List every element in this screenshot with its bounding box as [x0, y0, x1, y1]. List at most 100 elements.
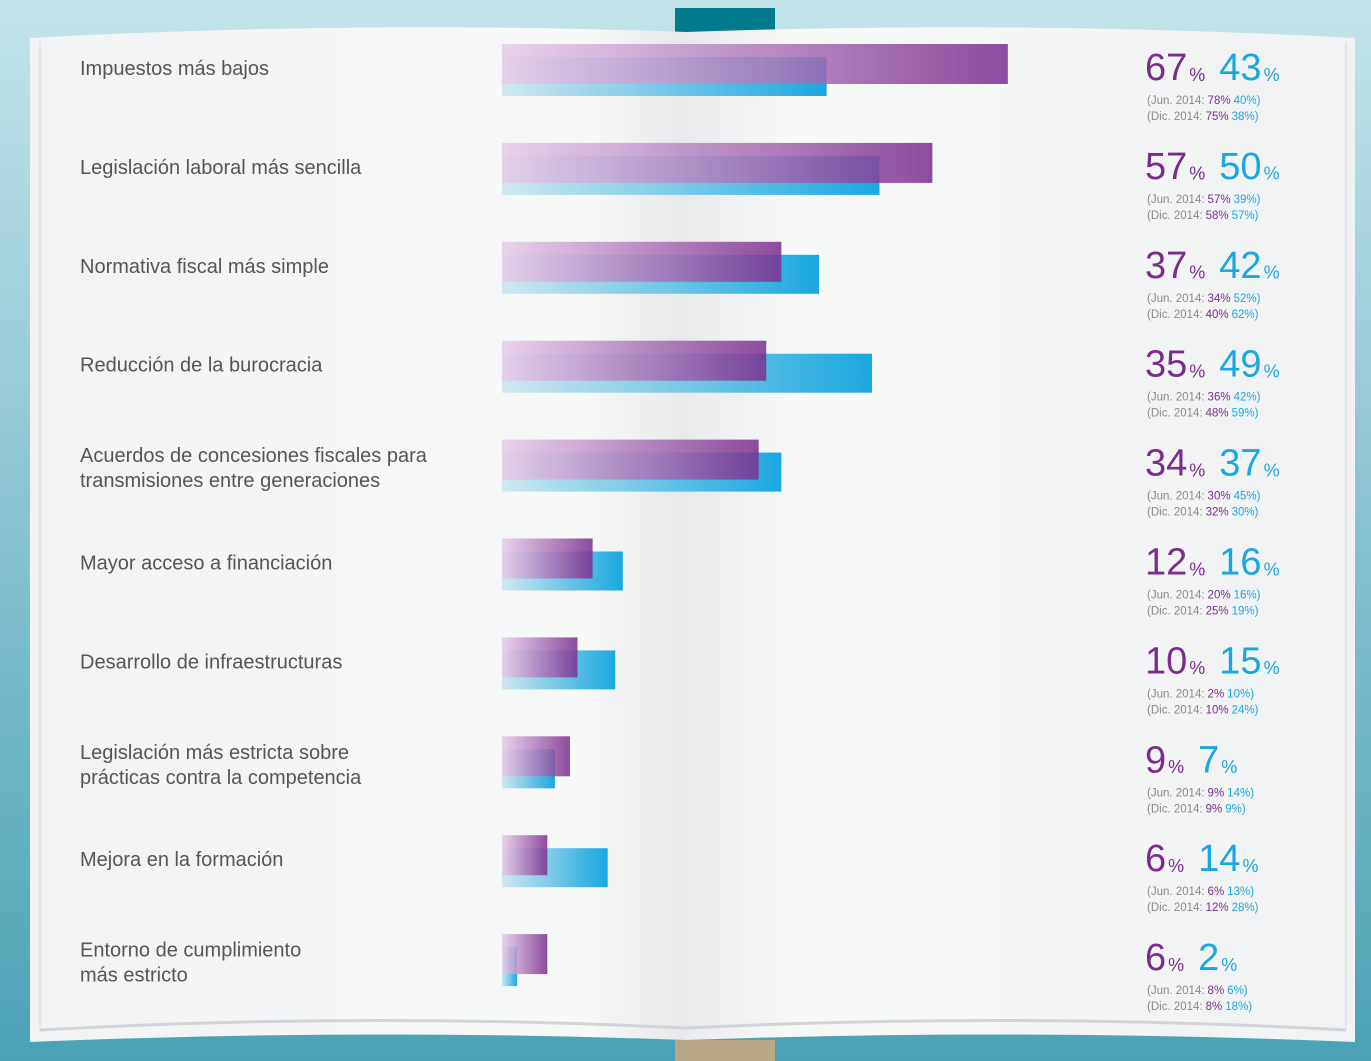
previous-value: 38% — [1232, 111, 1255, 123]
value-unit: % — [1221, 955, 1237, 975]
value-label: 50 — [1219, 146, 1261, 188]
previous-label: (Jun. 2014: — [1147, 95, 1205, 107]
bar — [502, 835, 548, 876]
previous-closing: ) — [1255, 902, 1259, 914]
value-label: 42 — [1219, 245, 1261, 287]
previous-value: 28% — [1232, 902, 1255, 914]
previous-closing: ) — [1257, 590, 1261, 602]
value-label: 12 — [1145, 542, 1187, 584]
value-label: 16 — [1219, 542, 1261, 584]
value-unit: % — [1168, 856, 1184, 876]
previous-value: 42% — [1234, 392, 1257, 404]
value-label: 35 — [1145, 344, 1187, 386]
previous-value: 34% — [1208, 293, 1231, 305]
previous-value: 58% — [1206, 210, 1229, 222]
previous-label: (Jun. 2014: — [1147, 491, 1205, 503]
category-label: Normativa fiscal más simple — [80, 256, 329, 278]
previous-closing: ) — [1250, 886, 1254, 898]
previous-closing: ) — [1255, 606, 1259, 618]
value-unit: % — [1189, 658, 1205, 678]
previous-value: 30% — [1208, 491, 1231, 503]
previous-closing: ) — [1255, 111, 1259, 123]
value-unit: % — [1264, 658, 1280, 678]
previous-closing: ) — [1255, 507, 1259, 519]
previous-closing: ) — [1255, 408, 1259, 420]
page-bottom — [39, 1018, 1347, 1032]
value-unit: % — [1242, 856, 1258, 876]
value-unit: % — [1264, 559, 1280, 579]
category-label: Impuestos más bajos — [80, 58, 269, 80]
previous-label: (Jun. 2014: — [1147, 787, 1205, 799]
value-label: 6 — [1145, 838, 1166, 880]
previous-value: 40% — [1206, 309, 1229, 321]
previous-label: (Dic. 2014: — [1147, 803, 1203, 815]
value-unit: % — [1168, 757, 1184, 777]
value-label: 34 — [1145, 443, 1187, 485]
previous-value: 9% — [1208, 787, 1225, 799]
previous-value: 8% — [1208, 985, 1225, 997]
value-unit: % — [1189, 263, 1205, 283]
value-label: 9 — [1145, 739, 1166, 781]
bar — [502, 44, 1008, 84]
previous-value: 19% — [1232, 606, 1255, 618]
previous-closing: ) — [1255, 309, 1259, 321]
previous-label: (Jun. 2014: — [1147, 293, 1205, 305]
value-unit: % — [1264, 164, 1280, 184]
value-label: 49 — [1219, 344, 1261, 386]
previous-closing: ) — [1257, 293, 1261, 305]
previous-value: 16% — [1234, 590, 1257, 602]
previous-closing: ) — [1255, 704, 1259, 716]
bar — [502, 538, 593, 579]
category-label: Entorno de cumplimiento más estricto — [80, 940, 301, 987]
category-label: Reducción de la burocracia — [80, 355, 323, 377]
previous-label: (Dic. 2014: — [1147, 111, 1203, 123]
previous-closing: ) — [1250, 688, 1254, 700]
value-unit: % — [1189, 559, 1205, 579]
previous-closing: ) — [1257, 392, 1261, 404]
bar — [502, 340, 767, 381]
previous-closing: ) — [1244, 985, 1248, 997]
previous-value: 40% — [1234, 95, 1257, 107]
value-label: 43 — [1219, 47, 1261, 89]
value-unit: % — [1189, 65, 1205, 85]
value-unit: % — [1189, 460, 1205, 480]
previous-label: (Dic. 2014: — [1147, 309, 1203, 321]
value-unit: % — [1168, 955, 1184, 975]
previous-closing: ) — [1255, 210, 1259, 222]
value-label: 14 — [1198, 838, 1240, 880]
value-unit: % — [1189, 361, 1205, 381]
previous-value: 75% — [1206, 111, 1229, 123]
bar — [502, 142, 933, 183]
previous-value: 8% — [1206, 1001, 1223, 1013]
previous-value: 14% — [1227, 787, 1250, 799]
bar — [502, 439, 759, 480]
previous-value: 12% — [1206, 902, 1229, 914]
value-label: 7 — [1198, 739, 1219, 781]
previous-value: 6% — [1227, 985, 1244, 997]
bar — [502, 637, 578, 678]
value-unit: % — [1221, 757, 1237, 777]
previous-label: (Dic. 2014: — [1147, 408, 1203, 420]
value-unit: % — [1264, 460, 1280, 480]
previous-value: 57% — [1232, 210, 1255, 222]
previous-value: 24% — [1232, 704, 1255, 716]
previous-closing: ) — [1242, 803, 1246, 815]
previous-value: 62% — [1232, 309, 1255, 321]
value-unit: % — [1189, 164, 1205, 184]
bar — [502, 736, 570, 777]
previous-closing: ) — [1250, 787, 1254, 799]
previous-value: 48% — [1206, 408, 1229, 420]
previous-value: 20% — [1208, 590, 1231, 602]
value-label: 57 — [1145, 146, 1187, 188]
category-label: Mayor acceso a financiación — [80, 553, 332, 575]
previous-value: 10% — [1227, 688, 1250, 700]
value-unit: % — [1264, 361, 1280, 381]
category-label: Desarrollo de infraestructuras — [80, 652, 342, 674]
previous-value: 25% — [1206, 606, 1229, 618]
previous-label: (Dic. 2014: — [1147, 1001, 1203, 1013]
category-label: Legislación más estricta sobre prácticas … — [80, 742, 362, 789]
value-label: 2 — [1198, 937, 1219, 979]
previous-value: 59% — [1232, 408, 1255, 420]
previous-value: 18% — [1225, 1001, 1248, 1013]
